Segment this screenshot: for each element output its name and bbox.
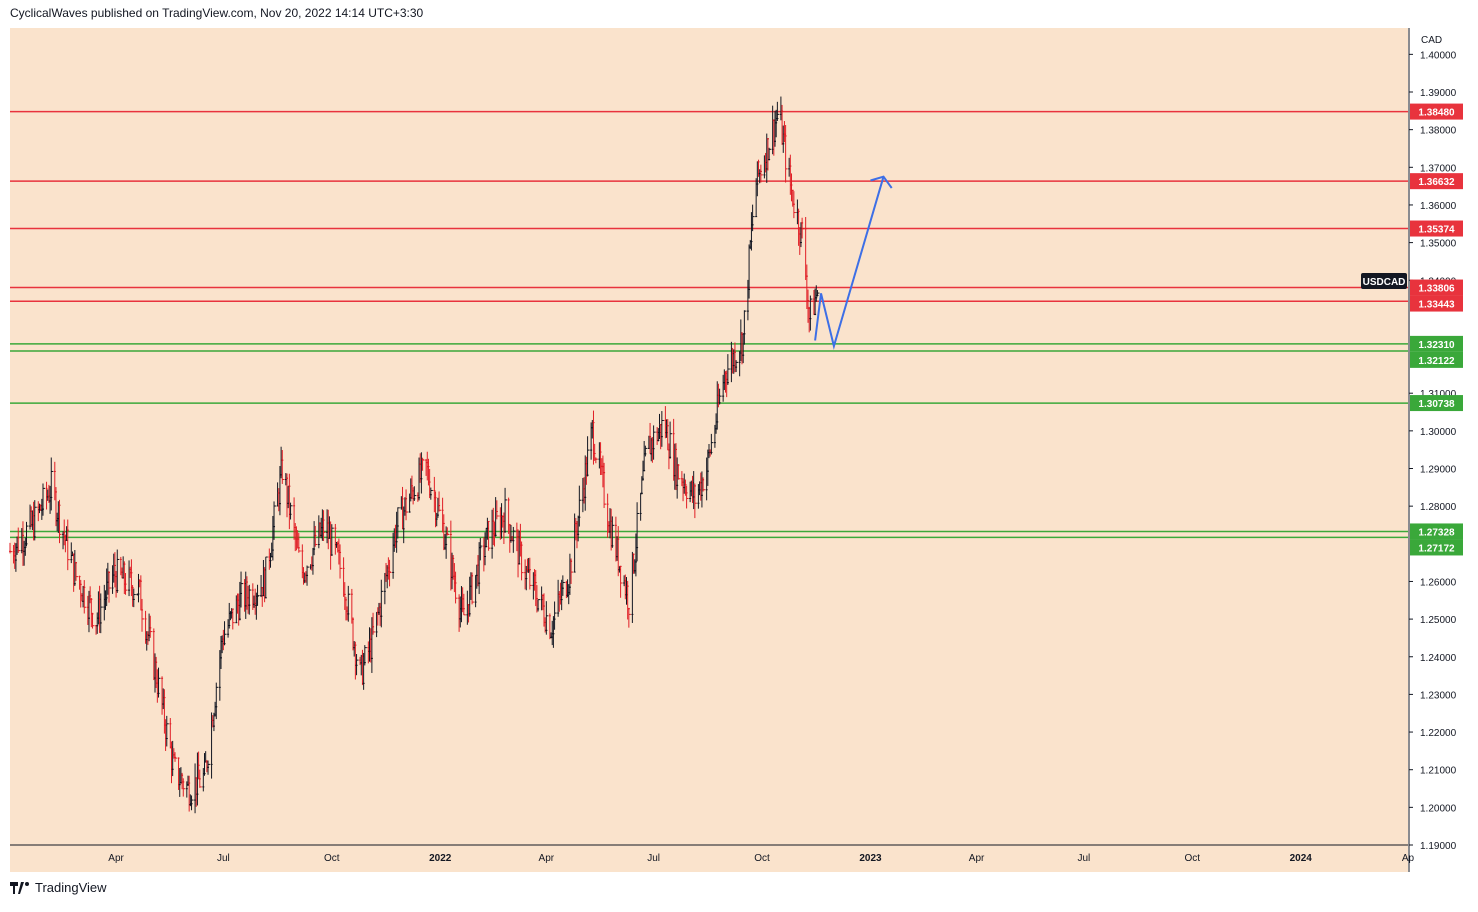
tradingview-logo-icon xyxy=(10,881,29,894)
time-tick-label: Jul xyxy=(647,853,660,864)
level-badge[interactable] xyxy=(1410,103,1463,120)
time-tick-label: 2024 xyxy=(1290,853,1313,864)
level-badge-label: 1.33443 xyxy=(1418,300,1455,311)
level-badge[interactable] xyxy=(1410,295,1463,312)
price-tick-label: 1.29000 xyxy=(1420,465,1457,476)
level-badge-label: 1.35374 xyxy=(1418,225,1455,236)
level-badge-label: 1.32310 xyxy=(1418,340,1455,351)
candles xyxy=(9,96,820,814)
price-tick-label: 1.28000 xyxy=(1420,502,1457,513)
price-tick-label: 1.19000 xyxy=(1420,841,1457,852)
level-badge-label: 1.32122 xyxy=(1418,356,1455,367)
price-tick-label: 1.24000 xyxy=(1420,653,1457,664)
level-badge-label: 1.27328 xyxy=(1418,527,1455,538)
time-tick-label: Jul xyxy=(1077,853,1090,864)
price-tick-label: 1.39000 xyxy=(1420,88,1457,99)
level-badge[interactable] xyxy=(1410,351,1463,368)
time-tick-label: Apr xyxy=(539,853,555,864)
publisher-line: CyclicalWaves published on TradingView.c… xyxy=(10,6,424,20)
level-badge-label: 1.27172 xyxy=(1418,543,1455,554)
level-badge[interactable] xyxy=(1410,279,1463,296)
price-tick-label: 1.37000 xyxy=(1420,163,1457,174)
price-tick-label: 1.26000 xyxy=(1420,577,1457,588)
currency-label: CAD xyxy=(1421,35,1442,46)
time-tick-label: Oct xyxy=(754,853,770,864)
brand-footer: TradingView xyxy=(10,880,107,895)
time-axis[interactable]: Apr Jul Oct 2022 Apr Jul Oct 2023 Apr Jul Oct 2024 A… xyxy=(10,844,1415,864)
symbol-badge[interactable] xyxy=(1361,273,1407,290)
price-tick-label: 1.36000 xyxy=(1420,201,1457,212)
time-tick-label: Oct xyxy=(1185,853,1201,864)
time-tick-label: Ap xyxy=(1402,853,1415,864)
level-badge[interactable] xyxy=(1410,523,1463,540)
level-badge-label: 1.33806 xyxy=(1418,284,1455,295)
time-tick-label: 2022 xyxy=(429,853,452,864)
price-tick-label: 1.30000 xyxy=(1420,427,1457,438)
level-badge[interactable] xyxy=(1410,395,1463,412)
horizontal-levels xyxy=(10,110,1408,539)
time-tick-label: Jul xyxy=(217,853,230,864)
time-tick-label: Oct xyxy=(324,853,340,864)
level-badge[interactable] xyxy=(1410,220,1463,237)
level-badge-label: 1.36632 xyxy=(1418,177,1455,188)
price-axis[interactable]: CAD 1.40000 1.39000 1.38000 1.37000 1.36000 1.… xyxy=(1361,28,1463,872)
price-tick-label: 1.38000 xyxy=(1420,126,1457,137)
brand-label: TradingView xyxy=(35,880,107,895)
price-tick-label: 1.23000 xyxy=(1420,690,1457,701)
level-badge[interactable] xyxy=(1410,335,1463,352)
projection-zigzag[interactable] xyxy=(814,176,885,350)
price-tick-label: 1.40000 xyxy=(1420,50,1457,61)
price-tick-label: 1.31000 xyxy=(1420,389,1457,400)
time-tick-label: Apr xyxy=(108,853,124,864)
price-tick-label: 1.25000 xyxy=(1420,615,1457,626)
price-tick-label: 1.21000 xyxy=(1420,766,1457,777)
level-badge[interactable] xyxy=(1410,173,1463,190)
price-tick-label: 1.22000 xyxy=(1420,728,1457,739)
level-badge-label: 1.30738 xyxy=(1418,399,1455,410)
time-tick-label: 2023 xyxy=(859,853,882,864)
level-badge[interactable] xyxy=(1410,539,1463,556)
projection-arrowhead[interactable] xyxy=(870,175,893,189)
level-badge-label: 1.38480 xyxy=(1418,108,1455,119)
price-tick-label: 1.20000 xyxy=(1420,803,1457,814)
price-tick-label: 1.35000 xyxy=(1420,239,1457,250)
time-tick-label: Apr xyxy=(969,853,985,864)
projection-path[interactable] xyxy=(814,175,893,350)
symbol-label: USDCAD xyxy=(1363,277,1406,288)
